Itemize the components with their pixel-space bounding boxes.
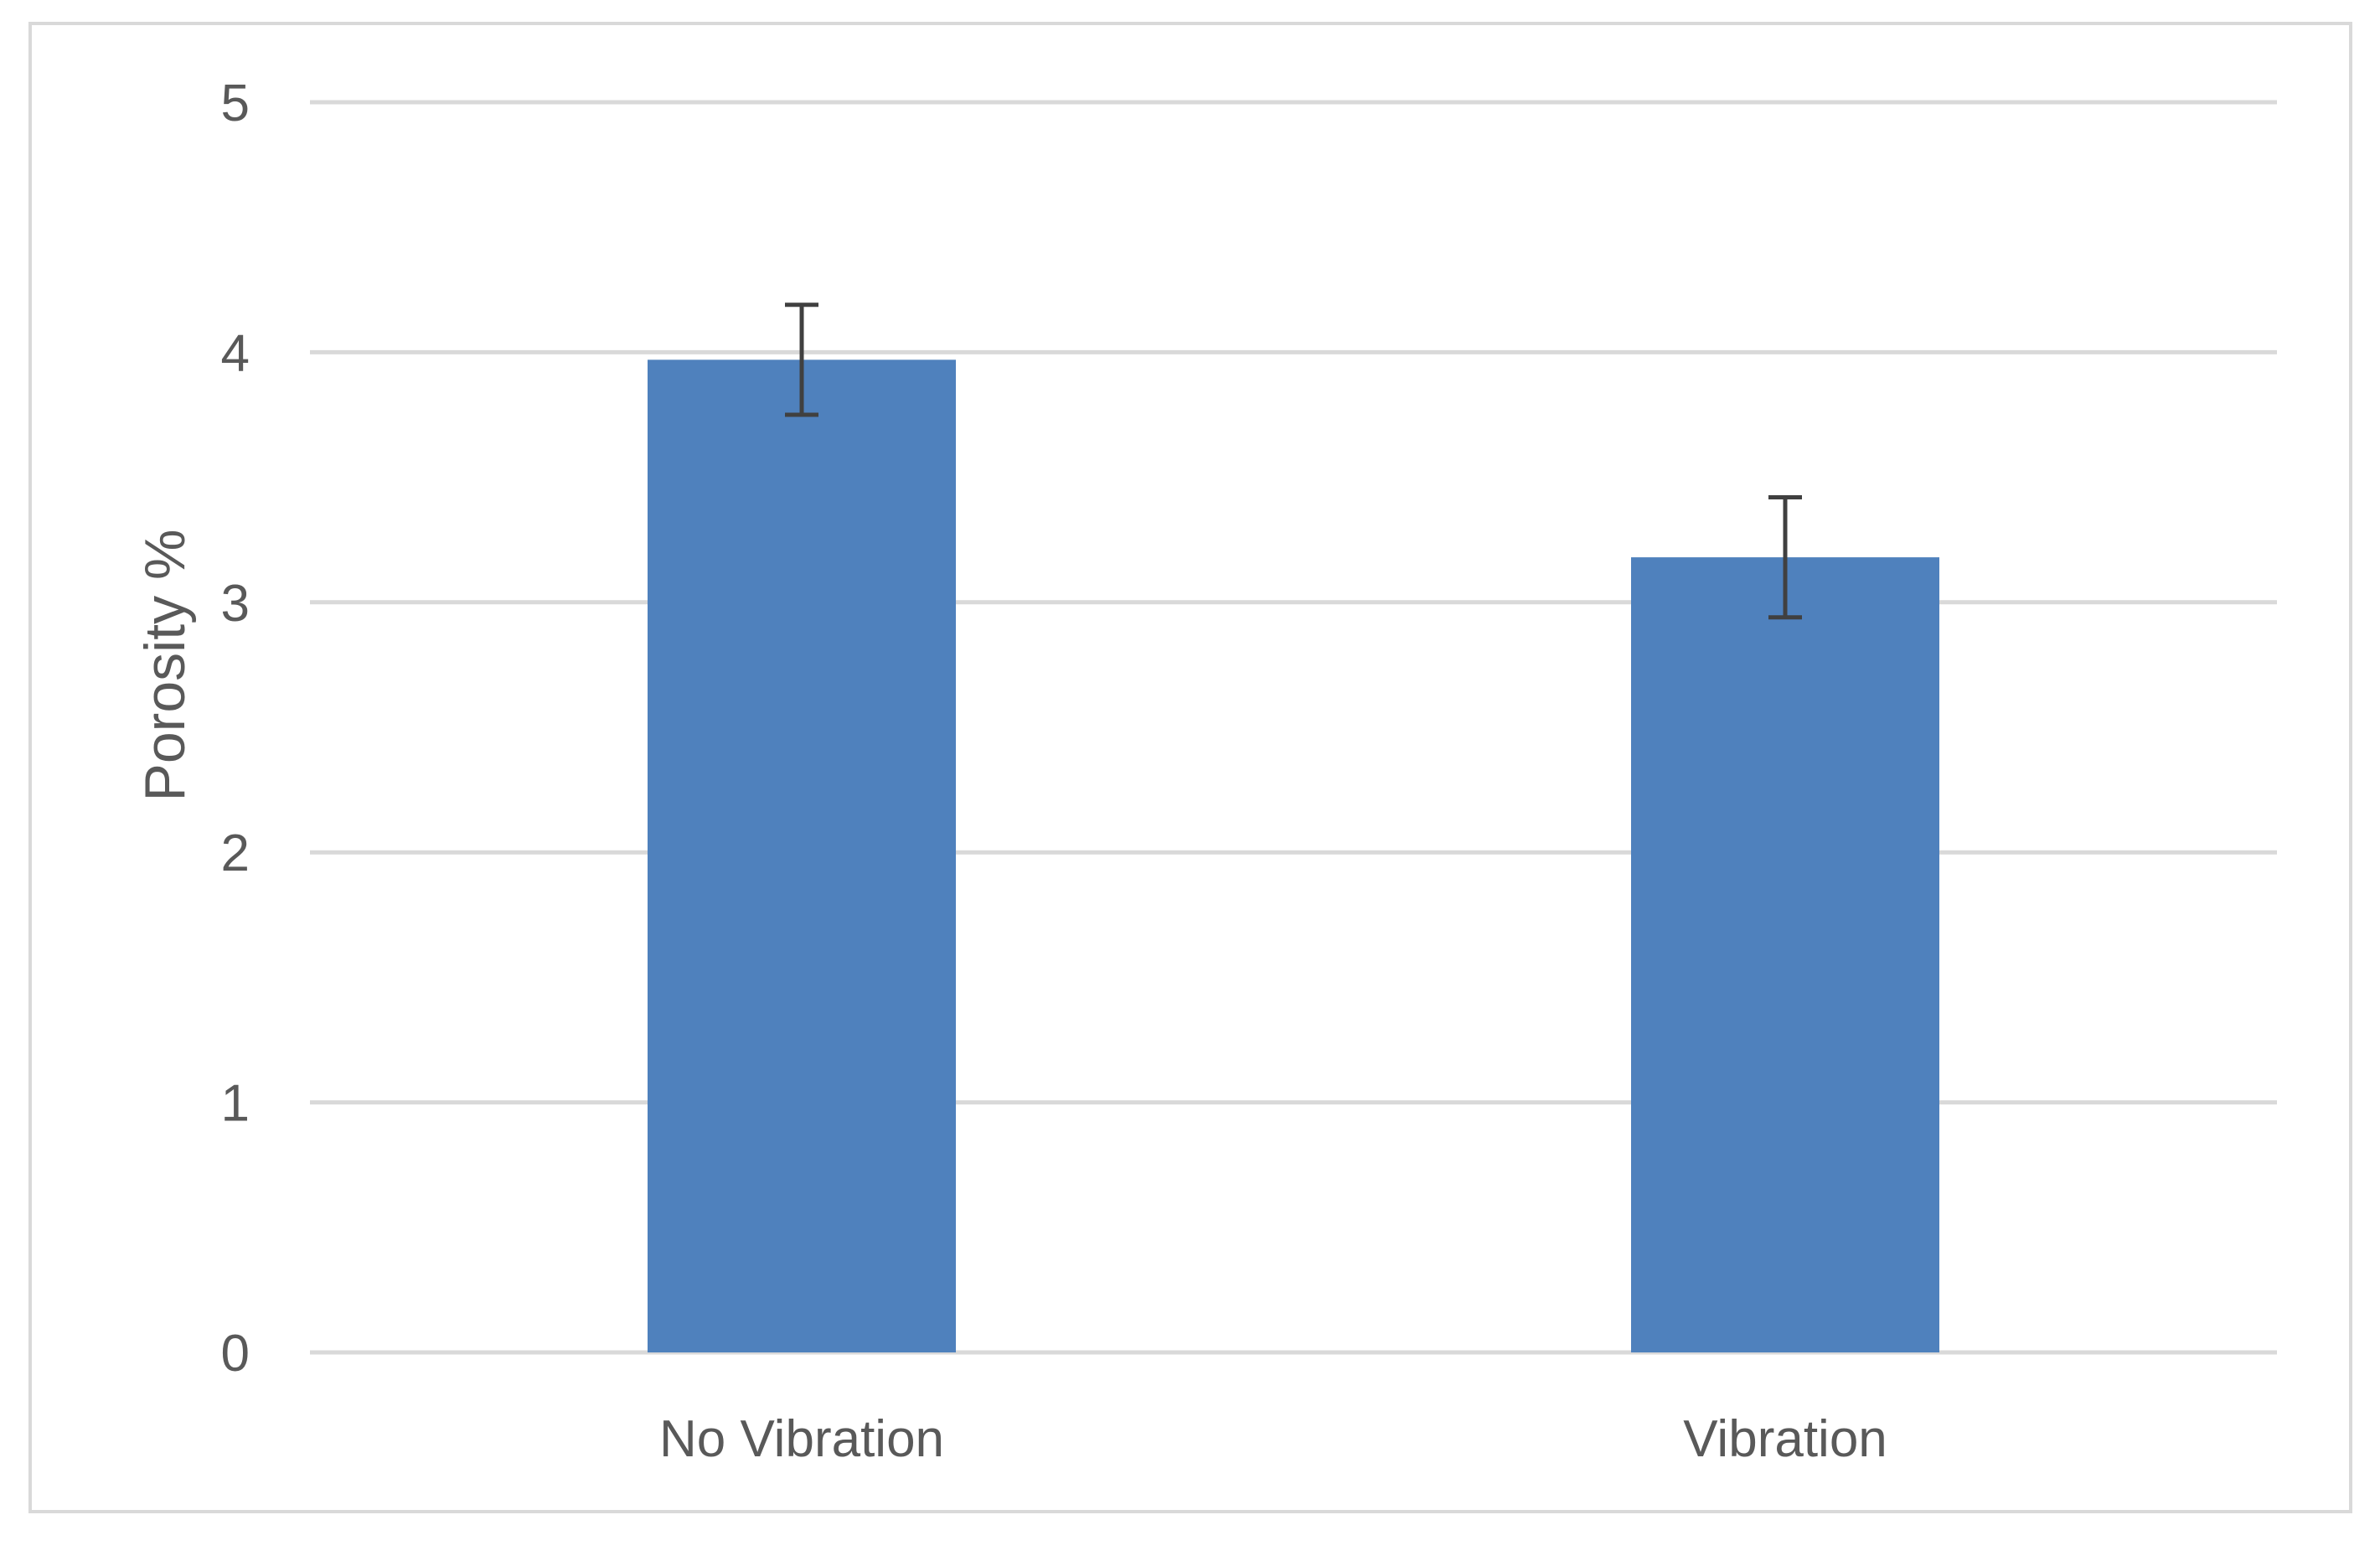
x-category-label: Vibration — [1683, 1410, 1887, 1468]
bar-no-vibration — [648, 359, 956, 1352]
y-tick-label: 5 — [221, 75, 250, 132]
x-category-label: No Vibration — [659, 1410, 944, 1468]
y-tick-label: 0 — [221, 1325, 250, 1383]
category-labels: No Vibration Vibration — [659, 1410, 1887, 1468]
y-axis-title: Porosity % — [133, 530, 197, 802]
error-bar-vibration — [1768, 494, 1802, 620]
error-bars — [785, 302, 1802, 620]
bars — [648, 359, 1939, 1352]
error-bar-no-vibration — [785, 302, 818, 417]
bar-vibration — [1631, 557, 1939, 1352]
gridlines — [310, 100, 2277, 1355]
y-tick-label: 2 — [221, 825, 250, 882]
y-tick-label: 4 — [221, 324, 250, 382]
y-tick-labels: 0 1 2 3 4 5 — [221, 75, 250, 1383]
y-tick-label: 3 — [221, 575, 250, 633]
y-tick-label: 1 — [221, 1075, 250, 1133]
chart-frame — [28, 22, 2352, 1513]
